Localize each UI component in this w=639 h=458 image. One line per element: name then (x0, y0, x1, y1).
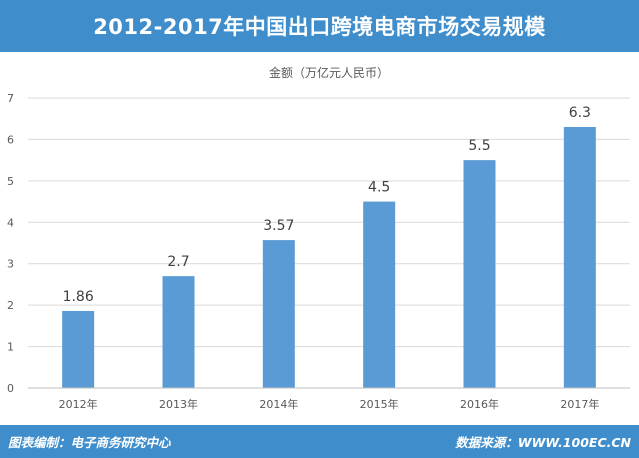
bar (262, 240, 295, 388)
chart-area: 金额（万亿元人民币） 0 1 2 3 4 5 6 7 1.86 2012年 2.7 2013年 3.57 2… (0, 52, 639, 425)
footer-bar: 图表编制：电子商务研究中心 数据来源：WWW.100EC.CN (0, 425, 639, 458)
data-label: 1.86 (63, 289, 94, 305)
y-tick-label: 5 (7, 175, 14, 188)
x-tick-label: 2016年 (460, 397, 499, 411)
footer-editor: 图表编制：电子商务研究中心 (8, 435, 171, 450)
bar (162, 276, 195, 388)
x-tick-label: 2015年 (360, 397, 399, 411)
y-tick-label: 2 (7, 299, 14, 312)
y-tick-label: 6 (7, 133, 14, 146)
chart-title: 2012-2017年中国出口跨境电商市场交易规模 (93, 15, 546, 39)
bar (563, 127, 596, 388)
y-tick-label: 0 (7, 382, 14, 395)
bar (62, 310, 95, 388)
y-tick-label: 3 (7, 258, 14, 271)
data-label: 5.5 (468, 138, 490, 154)
bar (463, 160, 496, 388)
series-label: 金额（万亿元人民币） (269, 65, 389, 80)
data-label: 4.5 (368, 180, 390, 196)
x-tick-label: 2017年 (560, 397, 599, 411)
data-label: 2.7 (167, 254, 189, 270)
x-tick-label: 2014年 (259, 397, 298, 411)
x-tick-label: 2013年 (159, 397, 198, 411)
x-tick-label: 2012年 (59, 397, 98, 411)
data-label: 6.3 (569, 105, 591, 121)
data-label: 3.57 (263, 218, 294, 234)
footer-source: 数据来源：WWW.100EC.CN (455, 435, 631, 450)
y-tick-label: 4 (7, 216, 14, 229)
title-bar: 2012-2017年中国出口跨境电商市场交易规模 (0, 0, 639, 52)
y-tick-label: 7 (7, 92, 14, 105)
bar-chart: 金额（万亿元人民币） 0 1 2 3 4 5 6 7 1.86 2012年 2.7 2013年 3.57 2… (7, 65, 630, 411)
bar (363, 201, 396, 388)
y-tick-label: 1 (7, 341, 14, 354)
